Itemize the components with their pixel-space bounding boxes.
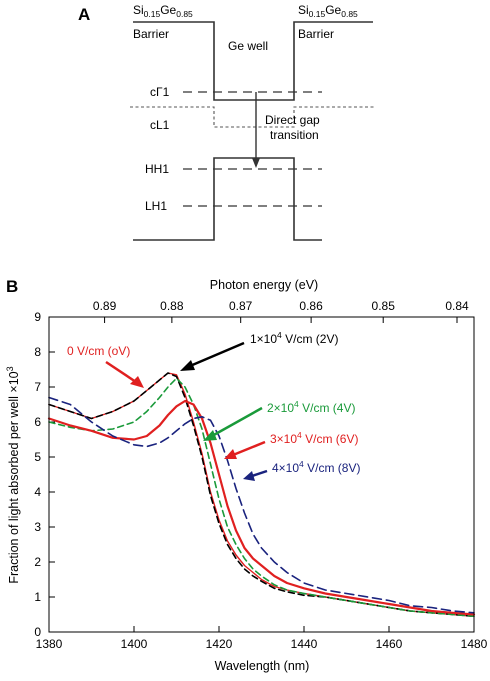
right-barrier-label: Barrier: [298, 27, 334, 41]
y-axis-ticks: 0 1 2 3 4 5 6 7 8 9: [34, 310, 55, 639]
annotation-0vcm-arrowhead: [130, 376, 144, 388]
panel-b: B Photon energy (eV) 0.89 0.88 0.87 0.86 0.8…: [5, 277, 488, 673]
annotation-4e4vcm-arrow: [251, 469, 268, 478]
annotation-2e4vcm-arrowhead: [203, 430, 217, 441]
transition-arrow-head: [252, 158, 260, 168]
y-tick-label: 7: [34, 380, 41, 394]
annotation-2e4vcm-arrow: [211, 406, 263, 438]
annotation-1e4vcm-arrowhead: [180, 360, 195, 371]
lh1-label: LH1: [145, 199, 167, 213]
annotation-3e4vcm-arrow: [232, 440, 266, 457]
top-axis-ticks: 0.89 0.88 0.87 0.86 0.85 0.84: [93, 299, 469, 323]
transition-label-line1: Direct gap: [265, 113, 320, 127]
y-tick-label: 6: [34, 415, 41, 429]
annotation-4e4vcm: 4×104 V/cm (8V): [272, 459, 360, 475]
x-tick-label: 1440: [291, 637, 318, 651]
series-2e4vcm-line: [48, 377, 475, 618]
series-4e4vcm-line: [48, 396, 475, 614]
hh1-label: HH1: [145, 162, 169, 176]
annotation-1e4vcm-arrow: [189, 341, 245, 368]
l-valley-band-edge: [130, 106, 375, 128]
x-axis-ticks: 1380 1400 1420 1440 1460 1480: [36, 626, 488, 651]
annotation-3e4vcm-arrowhead: [224, 449, 237, 459]
x-tick-label: 1400: [121, 637, 148, 651]
annotation-0vcm: 0 V/cm (oV): [67, 344, 130, 358]
top-tick-label: 0.89: [93, 299, 117, 313]
panel-a: A Si0.15Ge0.85 Si0.15Ge0.85 Barrier Barr…: [78, 3, 375, 241]
cg1-label: cΓ1: [150, 85, 170, 99]
y-tick-label: 9: [34, 310, 41, 324]
y-tick-label: 4: [34, 485, 41, 499]
y-tick-label: 0: [34, 625, 41, 639]
series-lines: [47, 372, 476, 618]
y-tick-label: 5: [34, 450, 41, 464]
y-tick-label: 1: [34, 590, 41, 604]
series-3e4vcm-line: [47, 399, 476, 616]
y-tick-label: 3: [34, 520, 41, 534]
x-tick-label: 1480: [461, 637, 488, 651]
top-tick-label: 0.88: [160, 299, 184, 313]
conduction-band-edge: [133, 21, 373, 101]
panel-b-letter: B: [6, 277, 18, 296]
photon-energy-axis-title: Photon energy (eV): [210, 278, 318, 292]
y-tick-label: 8: [34, 345, 41, 359]
panel-a-letter: A: [78, 5, 90, 24]
left-material-label: Si0.15Ge0.85: [133, 3, 193, 19]
annotation-4e4vcm-arrowhead: [243, 471, 255, 481]
left-barrier-label: Barrier: [133, 27, 169, 41]
x-axis-title: Wavelength (nm): [215, 659, 310, 673]
y-axis-title: Fraction of light absorbed per well ×103: [5, 366, 21, 583]
top-tick-label: 0.86: [299, 299, 323, 313]
top-tick-label: 0.85: [372, 299, 396, 313]
annotation-1e4vcm: 1×104 V/cm (2V): [250, 330, 338, 346]
x-tick-label: 1420: [206, 637, 233, 651]
y-tick-label: 2: [34, 555, 41, 569]
cl1-label: cL1: [150, 118, 170, 132]
right-material-label: Si0.15Ge0.85: [298, 3, 358, 19]
ge-well-label: Ge well: [228, 39, 268, 53]
x-tick-label: 1380: [36, 637, 63, 651]
top-tick-label: 0.84: [445, 299, 469, 313]
top-tick-label: 0.87: [229, 299, 253, 313]
annotation-2e4vcm: 2×104 V/cm (4V): [267, 399, 355, 415]
plot-frame: [48, 316, 475, 633]
annotation-3e4vcm: 3×104 V/cm (6V): [270, 430, 358, 446]
x-tick-label: 1460: [376, 637, 403, 651]
annotation-0vcm-arrow: [105, 360, 137, 384]
transition-label-line2: transition: [270, 128, 319, 142]
